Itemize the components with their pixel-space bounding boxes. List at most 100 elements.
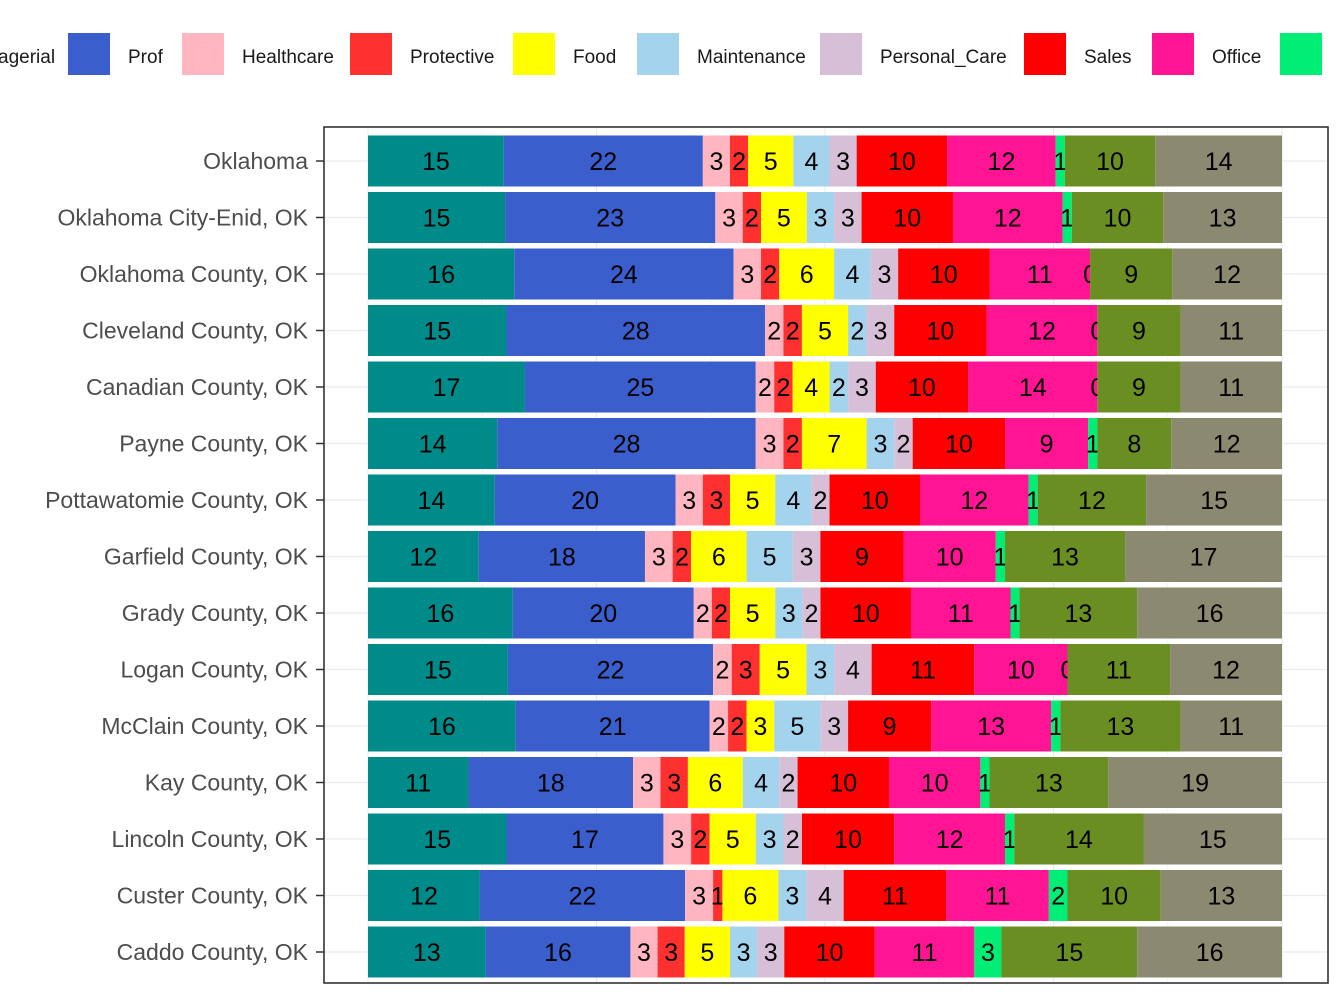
data-label: 3 xyxy=(637,939,651,967)
legend-label: agerial xyxy=(0,47,55,68)
legend-label: Protective xyxy=(410,47,494,68)
bar-segment xyxy=(731,644,760,695)
data-label: 10 xyxy=(921,770,949,798)
y-tick-label: McClain County, OK xyxy=(101,713,308,739)
y-axis-labels: Oklahoma Oklahoma City-Enid, OK Oklahoma C… xyxy=(45,148,324,965)
bar-segment xyxy=(843,870,947,921)
bar-segment xyxy=(702,474,730,526)
bar-segment xyxy=(1160,870,1282,921)
bar-segment xyxy=(775,474,812,526)
data-label: 28 xyxy=(622,318,650,346)
bar-segment xyxy=(783,305,802,356)
data-label: 11 xyxy=(405,770,431,798)
data-label: 4 xyxy=(804,148,818,176)
bar-segment xyxy=(1172,248,1282,300)
bar-segment xyxy=(952,192,1063,243)
bar-segment xyxy=(755,418,784,469)
bar-segment xyxy=(784,926,875,978)
bar-segment xyxy=(829,135,857,187)
bar-segment xyxy=(729,474,776,526)
bar-segment xyxy=(834,644,872,695)
bar-segment xyxy=(368,700,516,752)
bar-segment xyxy=(806,644,835,695)
bar-segment xyxy=(746,531,793,582)
bar-segment xyxy=(920,474,1029,526)
data-label: 28 xyxy=(613,431,641,459)
data-label: 3 xyxy=(873,431,887,459)
data-label: 5 xyxy=(746,487,760,515)
y-tick-label: Oklahoma City-Enid, OK xyxy=(57,205,308,231)
bar-segment xyxy=(368,135,504,187)
bar-segment xyxy=(514,248,734,300)
bar-segment xyxy=(746,700,775,752)
bar-segment xyxy=(894,418,913,469)
bar-segment xyxy=(675,474,703,526)
legend-swatch xyxy=(513,33,555,75)
data-label: 15 xyxy=(423,205,451,233)
y-tick-label: Canadian County, OK xyxy=(86,374,309,400)
legend-label: Personal_Care xyxy=(880,47,1007,68)
bar-segment xyxy=(1019,587,1138,639)
data-label: 16 xyxy=(1196,939,1224,967)
data-label: 4 xyxy=(845,261,859,289)
data-label: 21 xyxy=(599,713,627,741)
y-tick-label: Payne County, OK xyxy=(119,431,308,457)
bar-segment xyxy=(368,305,507,356)
data-label: 1 xyxy=(1026,487,1040,515)
data-label: 5 xyxy=(763,544,777,572)
data-label: 14 xyxy=(1205,148,1233,176)
bar-segment xyxy=(505,192,716,243)
data-label: 5 xyxy=(776,657,790,685)
bar-segment xyxy=(792,531,821,582)
bar-segment xyxy=(515,700,710,752)
bar-segment xyxy=(657,926,685,978)
bar-segment xyxy=(468,757,634,808)
y-tick-label: Caddo County, OK xyxy=(117,939,309,965)
bar-segment xyxy=(503,135,703,187)
data-label: 13 xyxy=(1209,205,1237,233)
data-label: 3 xyxy=(763,826,777,854)
data-label: 3 xyxy=(640,770,654,798)
data-label: 10 xyxy=(1100,883,1128,911)
data-label: 8 xyxy=(1127,431,1141,459)
legend-label: Sales xyxy=(1084,47,1132,68)
bar-segment xyxy=(774,700,821,752)
bar-segment xyxy=(820,700,849,752)
bar-segment xyxy=(729,587,776,639)
bar-segment xyxy=(986,305,1098,356)
data-label: 13 xyxy=(1035,770,1063,798)
bar-segment xyxy=(368,757,469,808)
legend-label: Food xyxy=(573,47,616,68)
bar-segment xyxy=(742,757,780,808)
data-label: 3 xyxy=(877,261,891,289)
bar-segment xyxy=(1028,474,1038,526)
bar-segment xyxy=(644,531,673,582)
bar-segment xyxy=(797,757,889,808)
y-tick-label: Oklahoma County, OK xyxy=(80,261,309,287)
bar-segment xyxy=(485,926,631,978)
bar-segment xyxy=(968,361,1098,413)
bar-segment xyxy=(820,587,911,639)
bar-segment xyxy=(995,531,1006,582)
bar-segment xyxy=(1001,926,1138,978)
bar-segment xyxy=(1180,305,1282,356)
bar-segment xyxy=(368,531,479,582)
bar-segment xyxy=(494,474,676,526)
bar-segment xyxy=(1090,248,1173,300)
bar-segment xyxy=(368,248,515,300)
data-label: 2 xyxy=(714,600,728,628)
data-label: 12 xyxy=(409,544,437,572)
bar-segment xyxy=(715,192,743,243)
data-label: 11 xyxy=(912,939,938,967)
legend-label: Prof xyxy=(128,47,164,68)
data-label: 2 xyxy=(850,318,864,346)
bar-segment xyxy=(729,135,749,187)
data-label: 2 xyxy=(732,148,746,176)
bar-segment xyxy=(633,757,661,808)
bar-segment xyxy=(1163,192,1282,243)
legend-label: Office xyxy=(1212,47,1261,68)
bar-segment xyxy=(368,644,508,695)
bar-segment xyxy=(685,870,714,921)
bar-segment xyxy=(709,700,729,752)
